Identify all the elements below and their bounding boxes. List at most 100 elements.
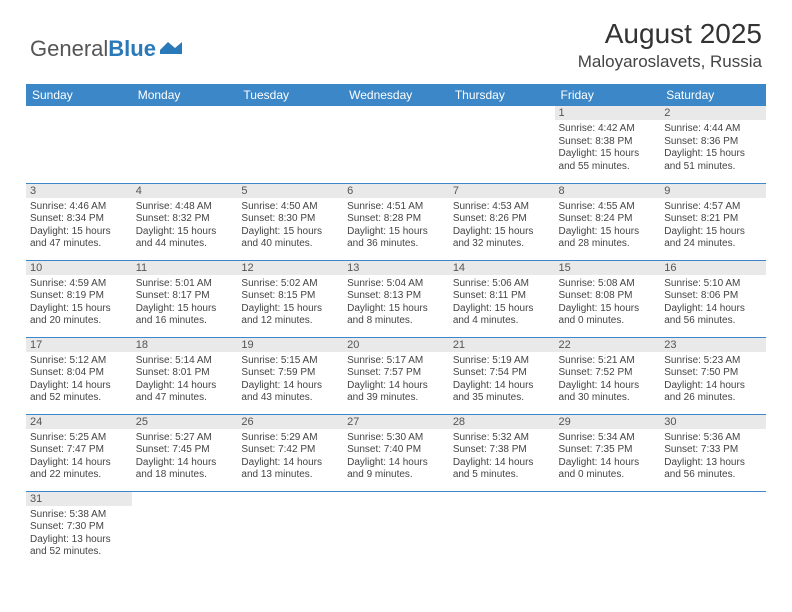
calendar-week: 31Sunrise: 5:38 AMSunset: 7:30 PMDayligh… — [26, 491, 766, 568]
day-number: 22 — [555, 338, 661, 352]
location: Maloyaroslavets, Russia — [578, 52, 762, 72]
daylight-text: Daylight: 15 hours and 40 minutes. — [241, 226, 339, 251]
daylight-text: Daylight: 13 hours and 56 minutes. — [664, 457, 762, 482]
calendar-cell: 6Sunrise: 4:51 AMSunset: 8:28 PMDaylight… — [343, 183, 449, 260]
sunrise-text: Sunrise: 4:57 AM — [664, 201, 762, 214]
day-number: 4 — [132, 184, 238, 198]
sunset-text: Sunset: 7:35 PM — [559, 444, 657, 457]
sunrise-text: Sunrise: 5:19 AM — [453, 355, 551, 368]
logo-text-2: Blue — [108, 36, 156, 62]
day-number: 5 — [237, 184, 343, 198]
daylight-text: Daylight: 14 hours and 9 minutes. — [347, 457, 445, 482]
day-number: 14 — [449, 261, 555, 275]
calendar-cell: 4Sunrise: 4:48 AMSunset: 8:32 PMDaylight… — [132, 183, 238, 260]
day-details: Sunrise: 5:12 AMSunset: 8:04 PMDaylight:… — [30, 354, 128, 405]
calendar-cell: 13Sunrise: 5:04 AMSunset: 8:13 PMDayligh… — [343, 260, 449, 337]
sunset-text: Sunset: 8:13 PM — [347, 290, 445, 303]
calendar-cell: 7Sunrise: 4:53 AMSunset: 8:26 PMDaylight… — [449, 183, 555, 260]
day-number: 28 — [449, 415, 555, 429]
calendar-week: 1Sunrise: 4:42 AMSunset: 8:38 PMDaylight… — [26, 106, 766, 183]
daylight-text: Daylight: 14 hours and 47 minutes. — [136, 380, 234, 405]
sunrise-text: Sunrise: 5:15 AM — [241, 355, 339, 368]
daylight-text: Daylight: 14 hours and 39 minutes. — [347, 380, 445, 405]
sunrise-text: Sunrise: 5:02 AM — [241, 278, 339, 291]
calendar-cell: 21Sunrise: 5:19 AMSunset: 7:54 PMDayligh… — [449, 337, 555, 414]
daylight-text: Daylight: 14 hours and 22 minutes. — [30, 457, 128, 482]
sunrise-text: Sunrise: 5:25 AM — [30, 432, 128, 445]
day-details: Sunrise: 4:55 AMSunset: 8:24 PMDaylight:… — [559, 200, 657, 251]
calendar-body: 1Sunrise: 4:42 AMSunset: 8:38 PMDaylight… — [26, 106, 766, 568]
daylight-text: Daylight: 15 hours and 32 minutes. — [453, 226, 551, 251]
day-details: Sunrise: 4:44 AMSunset: 8:36 PMDaylight:… — [664, 122, 762, 173]
sunset-text: Sunset: 7:40 PM — [347, 444, 445, 457]
sunrise-text: Sunrise: 4:55 AM — [559, 201, 657, 214]
day-number: 15 — [555, 261, 661, 275]
calendar-cell: 20Sunrise: 5:17 AMSunset: 7:57 PMDayligh… — [343, 337, 449, 414]
day-details: Sunrise: 5:17 AMSunset: 7:57 PMDaylight:… — [347, 354, 445, 405]
weekday-header: Friday — [555, 84, 661, 106]
weekday-header: Sunday — [26, 84, 132, 106]
flag-icon — [160, 36, 182, 62]
page-header: GeneralBlue August 2025 Maloyaroslavets,… — [0, 0, 792, 80]
day-number: 11 — [132, 261, 238, 275]
sunset-text: Sunset: 8:04 PM — [30, 367, 128, 380]
daylight-text: Daylight: 14 hours and 56 minutes. — [664, 303, 762, 328]
title-block: August 2025 Maloyaroslavets, Russia — [578, 18, 762, 72]
sunrise-text: Sunrise: 4:50 AM — [241, 201, 339, 214]
sunset-text: Sunset: 8:19 PM — [30, 290, 128, 303]
day-number: 19 — [237, 338, 343, 352]
calendar-cell: 9Sunrise: 4:57 AMSunset: 8:21 PMDaylight… — [660, 183, 766, 260]
day-number: 29 — [555, 415, 661, 429]
day-details: Sunrise: 4:50 AMSunset: 8:30 PMDaylight:… — [241, 200, 339, 251]
day-number: 21 — [449, 338, 555, 352]
sunrise-text: Sunrise: 5:38 AM — [30, 509, 128, 522]
daylight-text: Daylight: 15 hours and 47 minutes. — [30, 226, 128, 251]
day-details: Sunrise: 5:29 AMSunset: 7:42 PMDaylight:… — [241, 431, 339, 482]
day-number: 3 — [26, 184, 132, 198]
sunset-text: Sunset: 7:59 PM — [241, 367, 339, 380]
calendar-cell — [132, 491, 238, 568]
day-details: Sunrise: 4:46 AMSunset: 8:34 PMDaylight:… — [30, 200, 128, 251]
sunrise-text: Sunrise: 5:21 AM — [559, 355, 657, 368]
calendar-cell — [660, 491, 766, 568]
day-details: Sunrise: 5:06 AMSunset: 8:11 PMDaylight:… — [453, 277, 551, 328]
day-details: Sunrise: 5:34 AMSunset: 7:35 PMDaylight:… — [559, 431, 657, 482]
calendar-cell: 2 Sunrise: 4:44 AMSunset: 8:36 PMDaylight… — [660, 106, 766, 183]
calendar-cell: 22Sunrise: 5:21 AMSunset: 7:52 PMDayligh… — [555, 337, 661, 414]
day-number: 10 — [26, 261, 132, 275]
sunrise-text: Sunrise: 5:06 AM — [453, 278, 551, 291]
calendar-cell: 18Sunrise: 5:14 AMSunset: 8:01 PMDayligh… — [132, 337, 238, 414]
sunset-text: Sunset: 8:26 PM — [453, 213, 551, 226]
day-details: Sunrise: 5:10 AMSunset: 8:06 PMDaylight:… — [664, 277, 762, 328]
day-details: Sunrise: 5:30 AMSunset: 7:40 PMDaylight:… — [347, 431, 445, 482]
sunset-text: Sunset: 8:32 PM — [136, 213, 234, 226]
sunrise-text: Sunrise: 5:14 AM — [136, 355, 234, 368]
sunset-text: Sunset: 7:33 PM — [664, 444, 762, 457]
calendar-cell: 25Sunrise: 5:27 AMSunset: 7:45 PMDayligh… — [132, 414, 238, 491]
day-details: Sunrise: 5:23 AMSunset: 7:50 PMDaylight:… — [664, 354, 762, 405]
logo-text-1: General — [30, 36, 108, 62]
sunset-text: Sunset: 8:08 PM — [559, 290, 657, 303]
daylight-text: Daylight: 15 hours and 20 minutes. — [30, 303, 128, 328]
day-number: 2 — [660, 106, 766, 120]
weekday-header: Tuesday — [237, 84, 343, 106]
sunset-text: Sunset: 8:36 PM — [664, 136, 762, 149]
day-number: 9 — [660, 184, 766, 198]
weekday-header: Wednesday — [343, 84, 449, 106]
calendar-cell — [237, 106, 343, 183]
daylight-text: Daylight: 14 hours and 43 minutes. — [241, 380, 339, 405]
daylight-text: Daylight: 14 hours and 0 minutes. — [559, 457, 657, 482]
sunset-text: Sunset: 8:06 PM — [664, 290, 762, 303]
sunset-text: Sunset: 8:17 PM — [136, 290, 234, 303]
calendar-cell: 12Sunrise: 5:02 AMSunset: 8:15 PMDayligh… — [237, 260, 343, 337]
weekday-header: Monday — [132, 84, 238, 106]
sunrise-text: Sunrise: 5:23 AM — [664, 355, 762, 368]
day-number: 31 — [26, 492, 132, 506]
sunrise-text: Sunrise: 4:46 AM — [30, 201, 128, 214]
calendar-week: 3 Sunrise: 4:46 AMSunset: 8:34 PMDaylight… — [26, 183, 766, 260]
daylight-text: Daylight: 15 hours and 44 minutes. — [136, 226, 234, 251]
sunset-text: Sunset: 7:30 PM — [30, 521, 128, 534]
daylight-text: Daylight: 14 hours and 52 minutes. — [30, 380, 128, 405]
day-number: 23 — [660, 338, 766, 352]
calendar-week: 24Sunrise: 5:25 AMSunset: 7:47 PMDayligh… — [26, 414, 766, 491]
